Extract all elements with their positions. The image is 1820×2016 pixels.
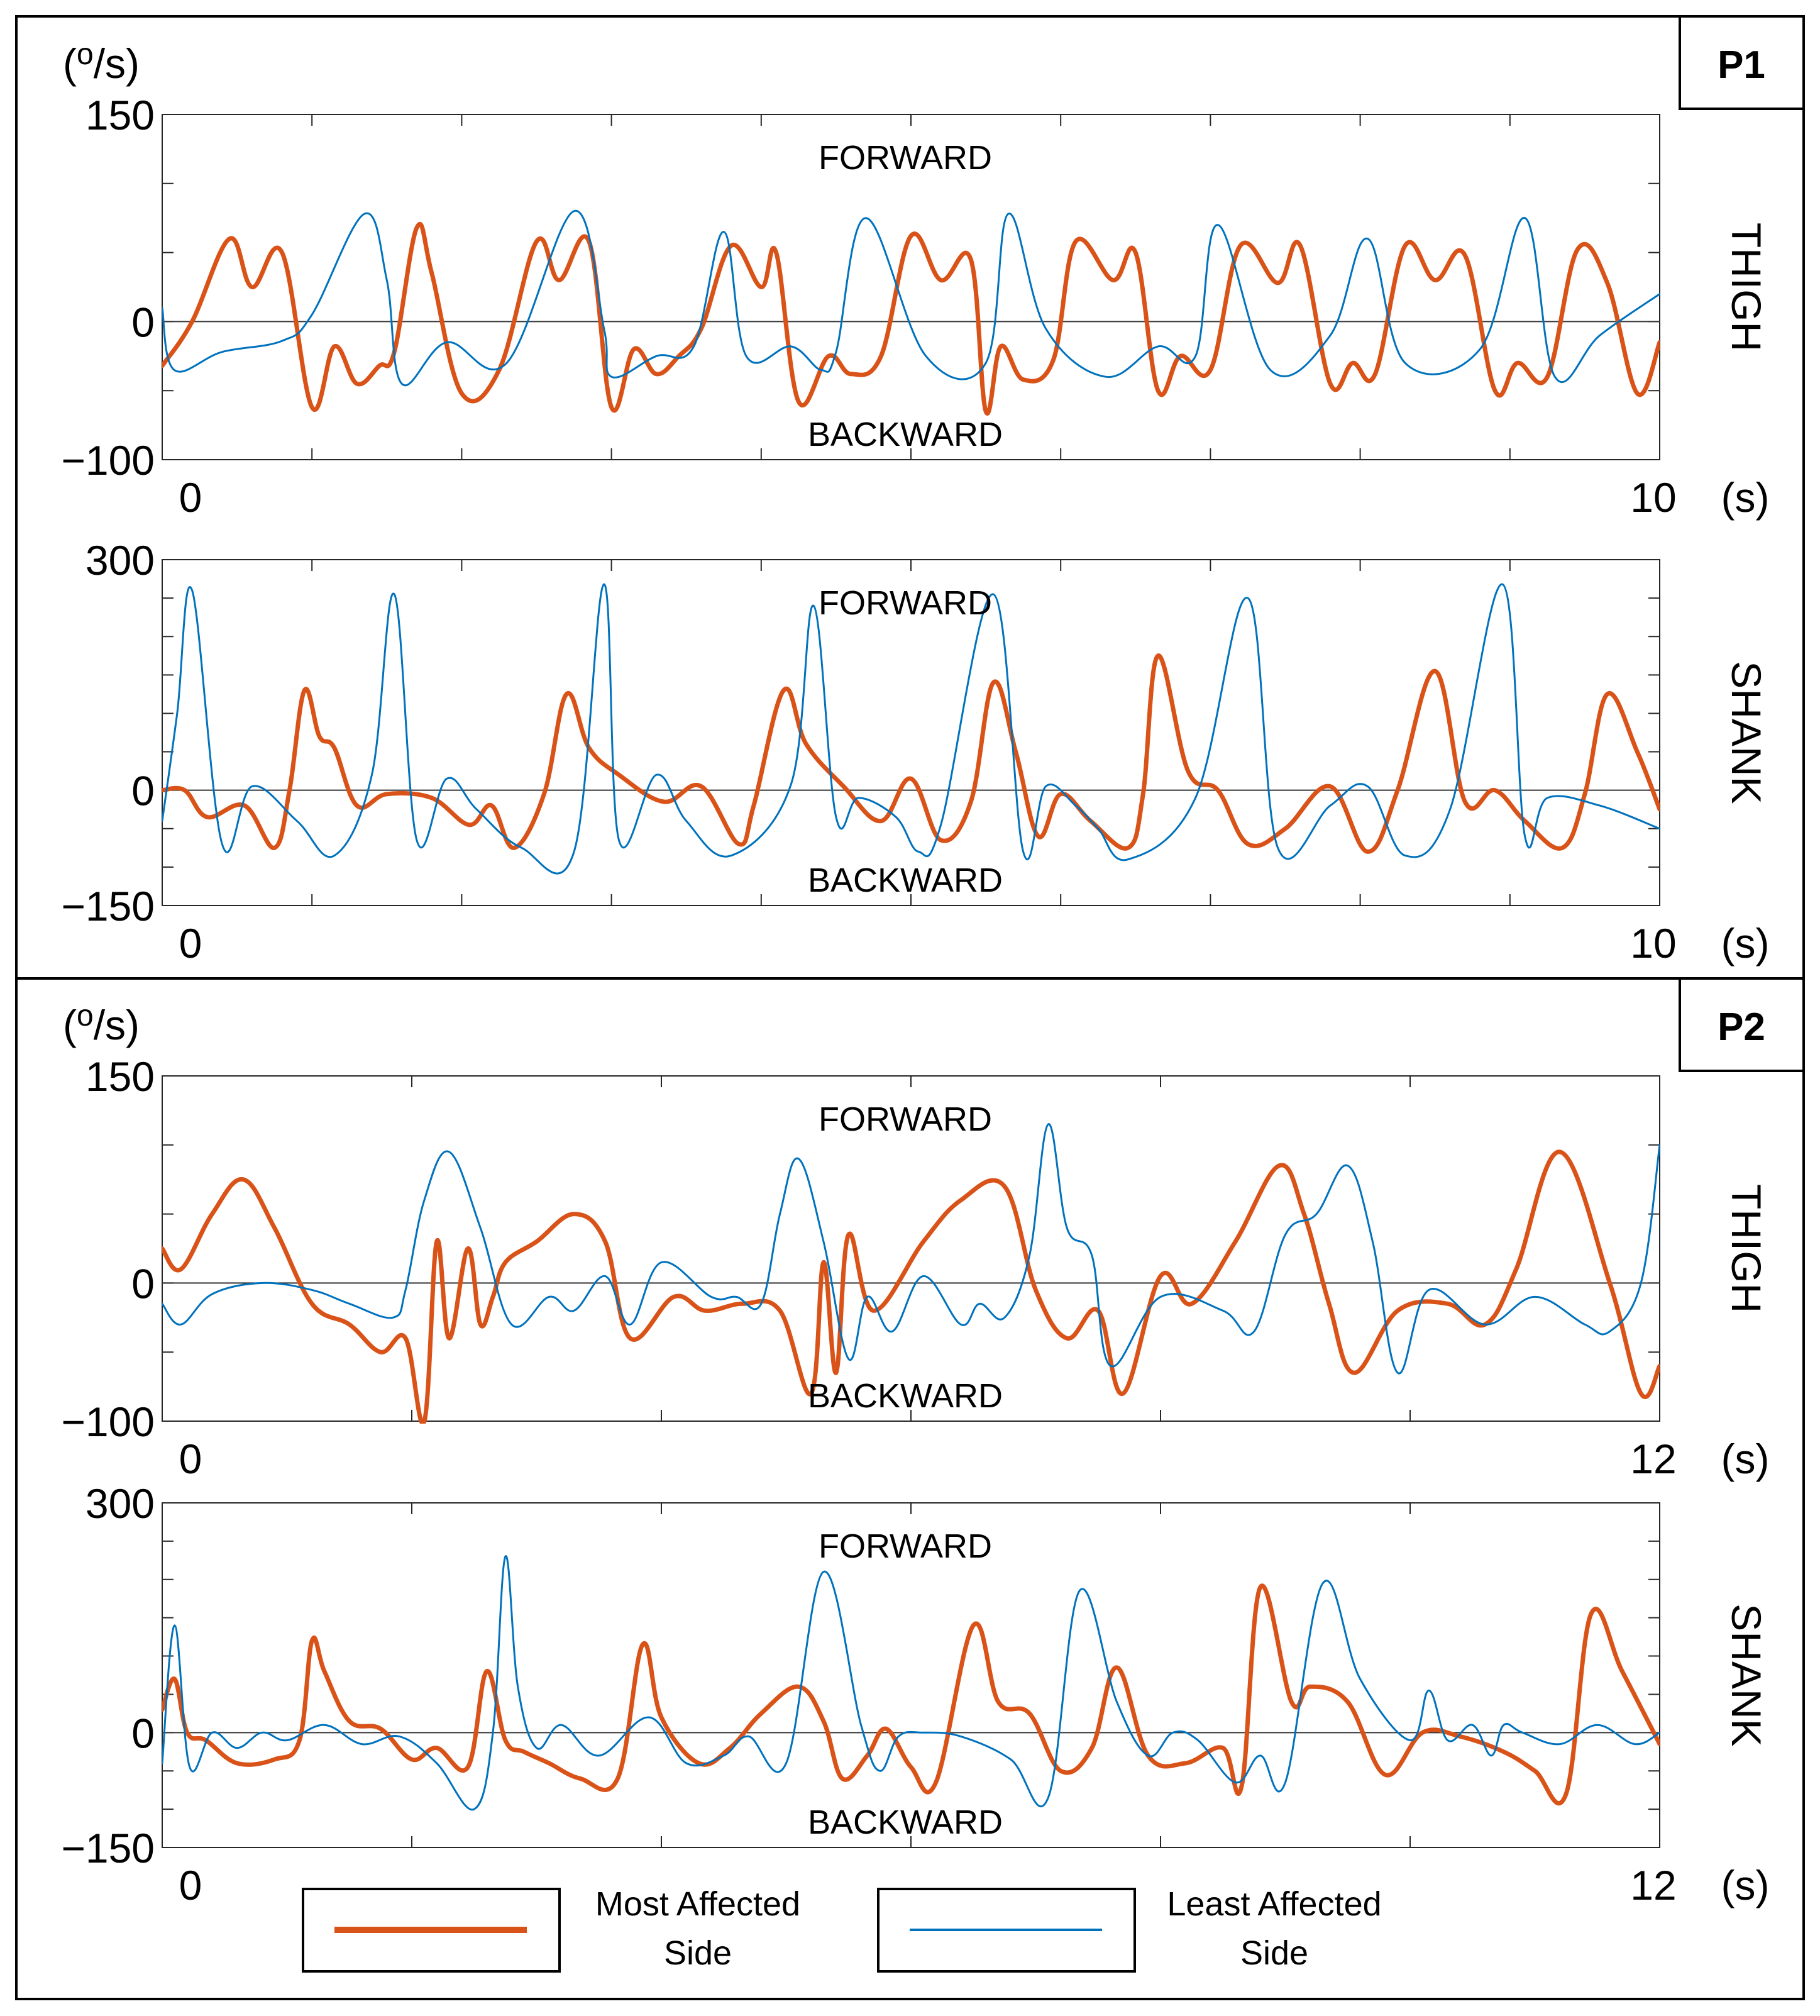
annotation-backward: BACKWARD — [808, 1803, 1003, 1841]
x-tick-label: 10 — [1630, 920, 1676, 966]
row-label: SHANK — [1723, 661, 1770, 804]
chart-p2-thigh: 150 0 −100 0 12 (s) (o/s) THIGH FORWARD BACKWARD — [61, 999, 1770, 1482]
series-line-least-affected — [162, 210, 1660, 387]
chart-p1-shank: 300 0 −150 0 10 (s) SHANK FORWARD BACKWARD — [61, 537, 1770, 966]
x-tick-label: 0 — [179, 1862, 202, 1908]
annotation-backward: BACKWARD — [808, 416, 1003, 453]
y-tick-label: −150 — [61, 1825, 155, 1871]
series-line-most-affected — [162, 221, 1660, 416]
panel-label-p1-text: P1 — [1718, 43, 1765, 87]
y-tick-label: 150 — [85, 1053, 155, 1100]
annotation-forward: FORWARD — [819, 584, 992, 622]
x-axis-unit: (s) — [1721, 1436, 1770, 1482]
x-tick-label: 12 — [1630, 1862, 1676, 1908]
legend-least-affected-line1: Least Affected — [1167, 1885, 1381, 1923]
annotation-backward: BACKWARD — [808, 1377, 1003, 1415]
x-tick-label: 12 — [1630, 1436, 1676, 1482]
series-line-least-affected — [162, 1555, 1660, 1811]
y-tick-label: 0 — [131, 1260, 155, 1307]
plot-frame — [162, 114, 1660, 460]
y-axis-unit: (o/s) — [63, 999, 140, 1048]
plot-frame — [162, 1502, 1660, 1848]
annotation-forward: FORWARD — [819, 1527, 992, 1565]
annotation-forward: FORWARD — [819, 139, 992, 177]
series-line-least-affected — [162, 1123, 1660, 1375]
chart-p1-thigh: 150 0 −100 0 10 (s) (o/s) THIGH FORWARD BACKWARD — [61, 38, 1770, 521]
x-tick-label: 0 — [179, 920, 202, 966]
y-tick-label: 150 — [85, 92, 155, 138]
y-tick-label: −100 — [61, 437, 155, 484]
row-label: THIGH — [1723, 1184, 1770, 1313]
y-axis-unit: (o/s) — [63, 38, 140, 87]
legend-most-affected: Most Affected Side — [302, 1885, 800, 1973]
series-group — [162, 1555, 1660, 1811]
x-tick-label: 0 — [179, 1436, 202, 1482]
series-line-most-affected — [162, 1583, 1660, 1806]
x-axis-unit: (s) — [1721, 920, 1770, 966]
y-tick-label: 0 — [131, 768, 155, 814]
y-tick-label: 0 — [131, 1710, 155, 1756]
chart-p2-shank: 300 0 −150 0 12 (s) SHANK FORWARD BACKWARD — [61, 1480, 1770, 1908]
series-group — [162, 1123, 1660, 1424]
y-tick-label: −150 — [61, 883, 155, 929]
series-group — [162, 583, 1660, 875]
legend-most-affected-line2: Side — [664, 1934, 732, 1972]
legend: Most Affected Side Least Affected Side — [302, 1885, 1382, 1973]
panel-label-p2: P2 — [1679, 977, 1805, 1072]
series-group — [162, 210, 1660, 416]
row-label: SHANK — [1723, 1603, 1770, 1746]
x-axis-unit: (s) — [1721, 474, 1770, 521]
legend-least-affected-line2: Side — [1240, 1934, 1308, 1972]
panel-label-p1: P1 — [1679, 15, 1805, 110]
annotation-backward: BACKWARD — [808, 861, 1003, 899]
x-tick-label: 10 — [1630, 474, 1676, 521]
legend-least-affected: Least Affected Side — [877, 1885, 1382, 1973]
series-line-most-affected — [162, 1149, 1660, 1424]
panel-label-p2-text: P2 — [1718, 1005, 1765, 1049]
y-tick-label: −100 — [61, 1398, 155, 1445]
series-line-most-affected — [162, 653, 1660, 854]
plot-frame — [162, 559, 1660, 906]
row-label: THIGH — [1723, 223, 1770, 352]
y-tick-label: 300 — [85, 537, 155, 584]
legend-most-affected-line1: Most Affected — [595, 1885, 800, 1923]
y-tick-label: 0 — [131, 299, 155, 345]
x-tick-label: 0 — [179, 474, 202, 521]
x-axis-unit: (s) — [1721, 1862, 1770, 1908]
series-line-least-affected — [162, 583, 1660, 875]
y-tick-label: 300 — [85, 1480, 155, 1527]
annotation-forward: FORWARD — [819, 1100, 992, 1138]
